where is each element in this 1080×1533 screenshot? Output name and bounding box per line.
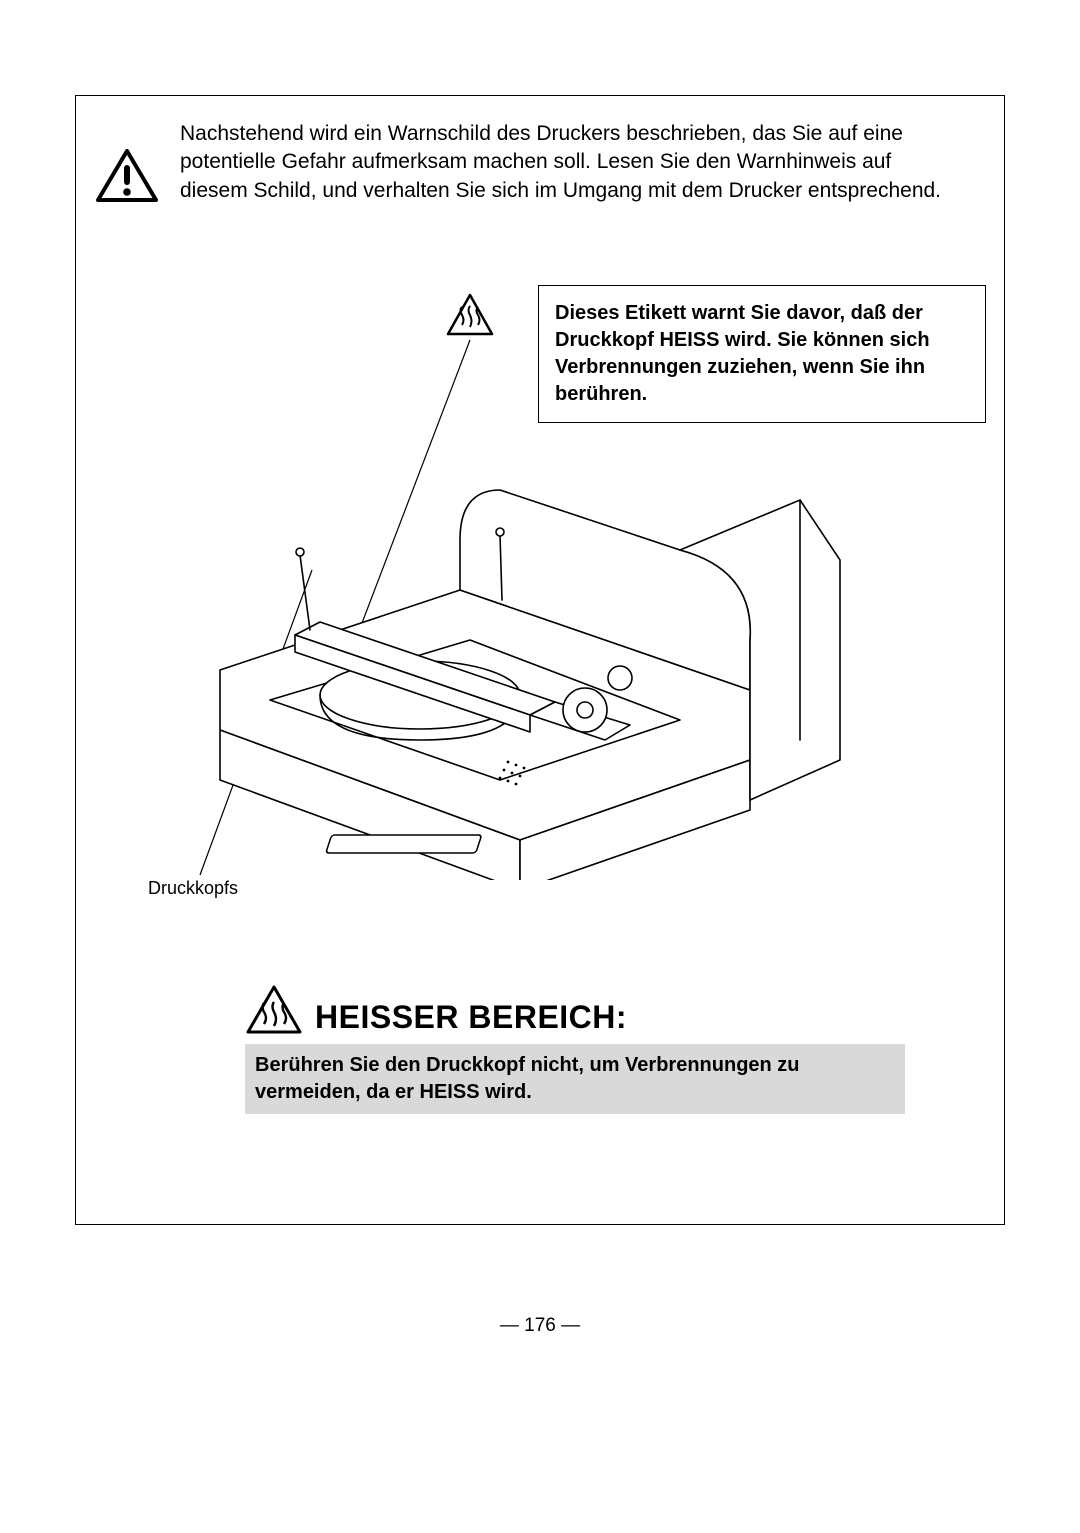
hot-area-section: HEISSER BEREICH: Berühren Sie den Druckk… — [245, 984, 905, 1114]
printer-diagram — [160, 440, 860, 880]
heat-icon — [445, 292, 495, 338]
hot-area-heading: HEISSER BEREICH: — [315, 999, 627, 1036]
callout-text: Dieses Etikett warnt Sie davor, daß der … — [555, 302, 930, 405]
hot-area-body: Berühren Sie den Druckkopf nicht, um Ver… — [245, 1044, 905, 1114]
diagram-label: Druckkopfs — [148, 878, 238, 899]
page-number: — 176 — — [0, 1315, 1080, 1337]
intro-text: Nachstehend wird ein Warnschild des Druc… — [180, 120, 950, 205]
heat-icon — [245, 984, 303, 1036]
warning-icon — [95, 148, 159, 204]
callout-box: Dieses Etikett warnt Sie davor, daß der … — [538, 285, 986, 423]
